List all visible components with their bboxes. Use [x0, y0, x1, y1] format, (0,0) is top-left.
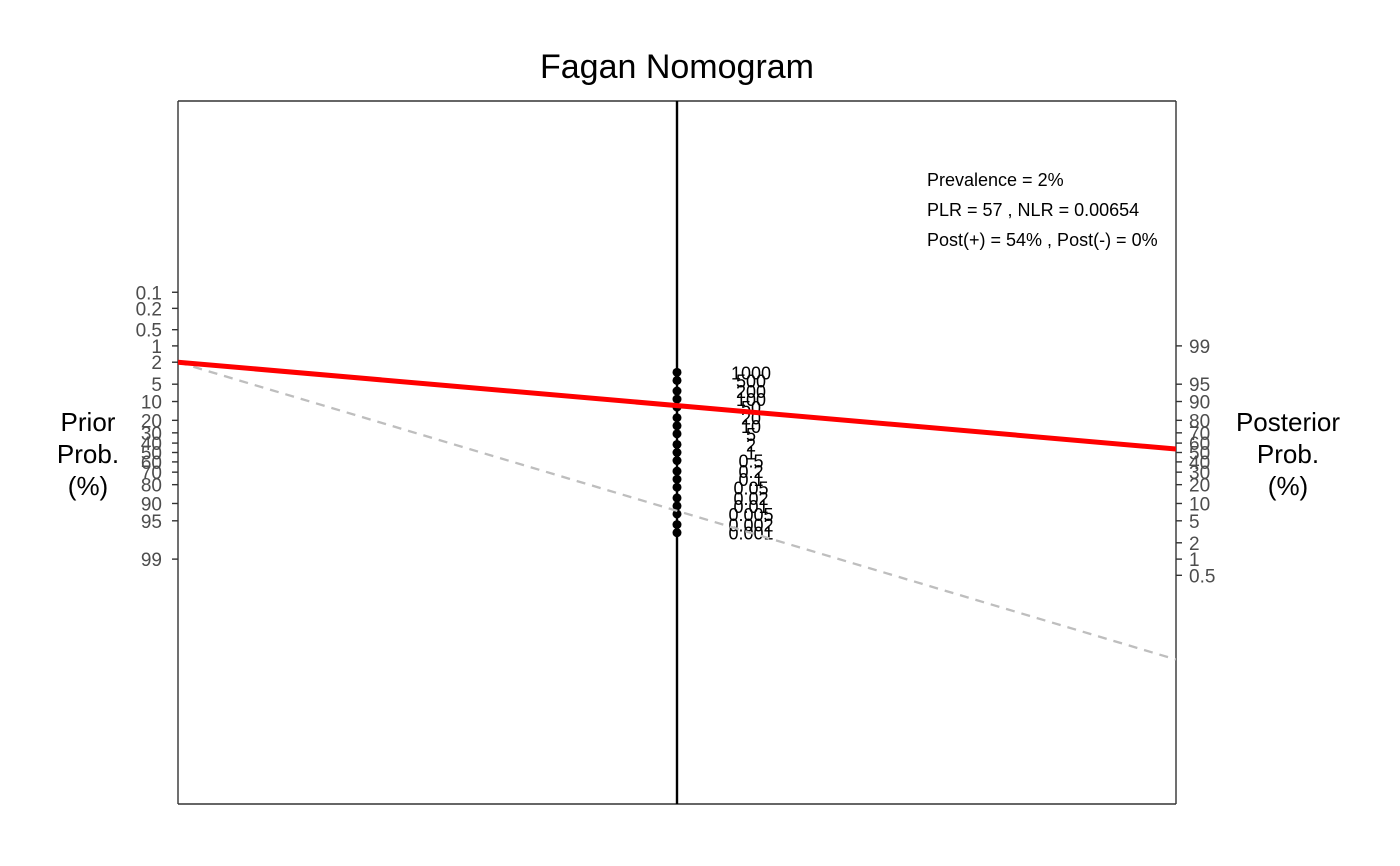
likelihood-ratio-label: 0.002 — [728, 516, 773, 536]
prior-axis-title-line: Prior — [61, 407, 116, 437]
likelihood-ratio-label: 0.5 — [738, 452, 763, 472]
likelihood-ratio-label: 0.01 — [733, 497, 768, 517]
likelihood-ratio-label: 0.2 — [738, 462, 763, 482]
right-tick-label: 40 — [1189, 453, 1210, 474]
likelihood-ratio-point — [672, 448, 682, 457]
posterior-axis-title-line: Posterior — [1236, 407, 1340, 437]
left-tick-label: 30 — [141, 424, 162, 445]
left-tick-label: 0.1 — [136, 283, 162, 304]
likelihood-ratio-point — [672, 509, 682, 519]
positive-test-line — [178, 359, 1176, 452]
left-tick-label: 2 — [151, 353, 162, 374]
left-tick-label: 70 — [141, 463, 162, 484]
right-tick-label: 20 — [1189, 476, 1210, 497]
likelihood-ratio-point — [672, 367, 682, 377]
left-tick-label: 80 — [141, 476, 162, 497]
likelihood-ratio-axis: 10005002001005020105210.50.20.10.050.020… — [672, 101, 774, 804]
likelihood-ratio-label: 2 — [746, 435, 756, 455]
right-tick-label: 30 — [1189, 463, 1210, 484]
likelihood-ratio-label: 0.005 — [728, 505, 773, 525]
annotation-text: Post(+) = 54% , Post(-) = 0% — [927, 230, 1158, 250]
right-tick-label: 1 — [1189, 550, 1200, 571]
likelihood-ratio-point — [672, 429, 682, 439]
left-tick-label: 99 — [141, 550, 162, 571]
likelihood-ratio-point — [672, 375, 682, 385]
likelihood-ratio-label: 500 — [736, 371, 766, 391]
left-tick-label: 0.2 — [136, 299, 162, 320]
likelihood-ratio-label: 5 — [746, 425, 756, 445]
series-lines — [178, 359, 1176, 661]
negative-test-line — [178, 361, 1176, 661]
right-tick-label: 2 — [1189, 534, 1200, 555]
likelihood-ratio-point — [672, 466, 682, 476]
right-tick-label: 5 — [1189, 512, 1200, 533]
likelihood-ratio-point — [672, 413, 682, 423]
likelihood-ratio-label: 10 — [741, 417, 761, 437]
left-tick-label: 40 — [141, 434, 162, 455]
likelihood-ratio-label: 1 — [746, 444, 756, 464]
right-tick-label: 90 — [1189, 393, 1210, 414]
likelihood-ratio-point — [672, 439, 682, 449]
likelihood-ratio-point — [672, 394, 682, 404]
right-tick-label: 80 — [1189, 411, 1210, 432]
annotation-text: PLR = 57 , NLR = 0.00654 — [927, 200, 1139, 220]
left-tick-label: 10 — [141, 393, 162, 414]
right-tick-label: 50 — [1189, 444, 1210, 465]
right-tick-label: 70 — [1189, 424, 1210, 445]
right-tick-label: 10 — [1189, 494, 1210, 515]
likelihood-ratio-point — [672, 501, 682, 511]
left-tick-label: 1 — [151, 337, 162, 358]
left-tick-label: 60 — [141, 453, 162, 474]
left-tick-label: 0.5 — [136, 321, 162, 342]
prior-axis-title-line: (%) — [68, 471, 108, 501]
likelihood-ratio-point — [672, 520, 682, 530]
likelihood-ratio-point — [672, 493, 682, 503]
likelihood-ratio-label: 100 — [736, 390, 766, 410]
chart-title: Fagan Nomogram — [540, 48, 814, 86]
prior-axis-title-line: Prob. — [57, 439, 119, 469]
right-tick-label: 60 — [1189, 434, 1210, 455]
left-tick-label: 95 — [141, 512, 162, 533]
right-tick-label: 95 — [1189, 375, 1210, 396]
likelihood-ratio-point — [672, 421, 682, 431]
posterior-axis-title-line: Prob. — [1257, 439, 1319, 469]
annotation-text: Prevalence = 2% — [927, 170, 1064, 190]
likelihood-ratio-label: 1000 — [731, 363, 771, 383]
likelihood-ratio-point — [672, 528, 682, 538]
likelihood-ratio-point — [672, 482, 682, 492]
likelihood-ratio-label: 0.05 — [733, 478, 768, 498]
left-tick-label: 5 — [151, 375, 162, 396]
posterior-axis-title-line: (%) — [1268, 471, 1308, 501]
likelihood-ratio-label: 0.02 — [733, 489, 768, 509]
likelihood-ratio-point — [672, 474, 682, 484]
left-tick-label: 90 — [141, 494, 162, 515]
likelihood-ratio-point — [672, 386, 682, 396]
likelihood-ratio-point — [672, 456, 682, 466]
plot-panel: 10005002001005020105210.50.20.10.050.020… — [178, 101, 1176, 804]
right-tick-label: 0.5 — [1189, 566, 1215, 587]
left-tick-label: 20 — [141, 411, 162, 432]
likelihood-ratio-label: 0.1 — [738, 470, 763, 490]
annotations: Prevalence = 2% PLR = 57 , NLR = 0.00654 P… — [927, 170, 1158, 250]
likelihood-ratio-label: 200 — [736, 382, 766, 402]
right-tick-label: 99 — [1189, 337, 1210, 358]
left-tick-label: 50 — [141, 444, 162, 465]
